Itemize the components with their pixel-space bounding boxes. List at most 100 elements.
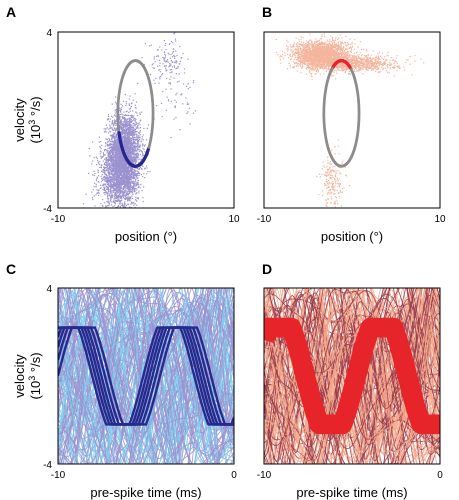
scatter-point bbox=[111, 179, 113, 181]
scatter-point bbox=[169, 62, 171, 65]
scatter-point bbox=[129, 117, 131, 119]
scatter-point bbox=[116, 167, 118, 169]
scatter-point bbox=[117, 186, 119, 188]
scatter-point bbox=[97, 161, 99, 163]
scatter-point bbox=[178, 80, 180, 82]
scatter-point bbox=[95, 194, 97, 196]
scatter-point bbox=[107, 201, 109, 203]
scatter-point bbox=[115, 123, 118, 125]
scatter-point bbox=[92, 174, 94, 176]
scatter-point bbox=[124, 142, 126, 144]
scatter-point bbox=[126, 137, 128, 139]
scatter-point bbox=[111, 156, 113, 158]
scatter-point bbox=[111, 195, 113, 197]
scatter-point bbox=[319, 73, 322, 75]
scatter-point bbox=[107, 181, 110, 183]
scatter-point bbox=[113, 157, 115, 159]
scatter-point bbox=[126, 149, 128, 152]
scatter-point bbox=[133, 147, 136, 149]
scatter-point bbox=[136, 145, 138, 148]
scatter-point bbox=[106, 152, 108, 154]
scatter-point bbox=[121, 194, 123, 197]
scatter-point bbox=[99, 166, 101, 169]
scatter-point bbox=[129, 174, 131, 176]
scatter-point bbox=[114, 165, 117, 167]
scatter-point bbox=[114, 183, 116, 185]
scatter-point bbox=[149, 45, 151, 47]
scatter-point bbox=[114, 197, 116, 200]
scatter-point bbox=[114, 156, 116, 158]
scatter-point bbox=[98, 194, 100, 197]
scatter-point bbox=[114, 167, 116, 169]
scatter-point bbox=[119, 157, 121, 159]
scatter-point bbox=[129, 147, 131, 149]
scatter-point bbox=[108, 176, 111, 178]
scatter-point bbox=[137, 162, 140, 164]
scatter-point bbox=[121, 123, 123, 125]
scatter-point bbox=[114, 121, 116, 124]
scatter-point bbox=[117, 145, 119, 147]
scatter-point bbox=[127, 151, 129, 153]
scatter-point bbox=[173, 118, 175, 120]
scatter-point bbox=[130, 170, 133, 172]
scatter-point bbox=[116, 197, 118, 199]
scatter-point bbox=[127, 170, 129, 173]
scatter-point bbox=[161, 115, 163, 118]
scatter-point bbox=[126, 125, 128, 127]
scatter-point bbox=[110, 165, 112, 167]
scatter-point bbox=[100, 157, 102, 159]
scatter-point bbox=[119, 197, 121, 199]
scatter-point bbox=[139, 149, 141, 151]
scatter-point bbox=[135, 101, 138, 103]
scatter-point bbox=[102, 205, 104, 207]
scatter-point bbox=[133, 160, 135, 162]
scatter-point bbox=[123, 206, 125, 208]
scatter-point bbox=[178, 73, 180, 75]
scatter-point bbox=[134, 141, 136, 143]
scatter-point bbox=[129, 200, 131, 202]
scatter-point bbox=[115, 158, 118, 160]
scatter-point bbox=[113, 181, 116, 184]
scatter-point bbox=[126, 191, 128, 193]
scatter-point bbox=[140, 160, 142, 162]
scatter-point bbox=[107, 186, 109, 189]
scatter-point bbox=[113, 127, 116, 130]
scatter-point bbox=[164, 56, 167, 58]
scatter-point bbox=[125, 122, 127, 124]
scatter-point bbox=[174, 38, 177, 40]
scatter-point bbox=[110, 224, 111, 225]
scatter-point bbox=[164, 65, 166, 67]
scatter-point bbox=[105, 157, 107, 159]
scatter-point bbox=[129, 166, 132, 168]
scatter-point bbox=[106, 169, 109, 171]
scatter-point bbox=[123, 195, 126, 197]
scatter-point bbox=[112, 200, 114, 202]
scatter-point bbox=[139, 187, 141, 189]
scatter-point bbox=[128, 181, 130, 183]
scatter-point bbox=[186, 103, 188, 106]
scatter-point bbox=[113, 188, 115, 191]
scatter-point bbox=[108, 180, 110, 182]
scatter-point bbox=[120, 120, 122, 122]
scatter-point bbox=[116, 139, 118, 141]
scatter-point bbox=[123, 180, 125, 182]
scatter-point bbox=[116, 188, 118, 190]
scatter-point bbox=[125, 204, 128, 206]
scatter-point bbox=[126, 181, 128, 183]
scatter-point bbox=[133, 136, 135, 138]
scatter-point bbox=[134, 160, 136, 162]
scatter-point bbox=[121, 151, 123, 154]
scatter-point bbox=[124, 146, 126, 148]
scatter-point bbox=[129, 124, 131, 126]
scatter-point bbox=[110, 149, 112, 151]
scatter-point bbox=[117, 194, 119, 196]
scatter-point bbox=[108, 154, 110, 156]
scatter-point bbox=[103, 171, 106, 174]
scatter-point bbox=[95, 183, 97, 185]
scatter-point bbox=[116, 199, 118, 202]
scatter-point bbox=[118, 173, 120, 175]
scatter-point bbox=[143, 63, 145, 66]
scatter-point bbox=[101, 179, 104, 182]
scatter-point bbox=[137, 148, 139, 150]
scatter-point bbox=[137, 132, 139, 134]
